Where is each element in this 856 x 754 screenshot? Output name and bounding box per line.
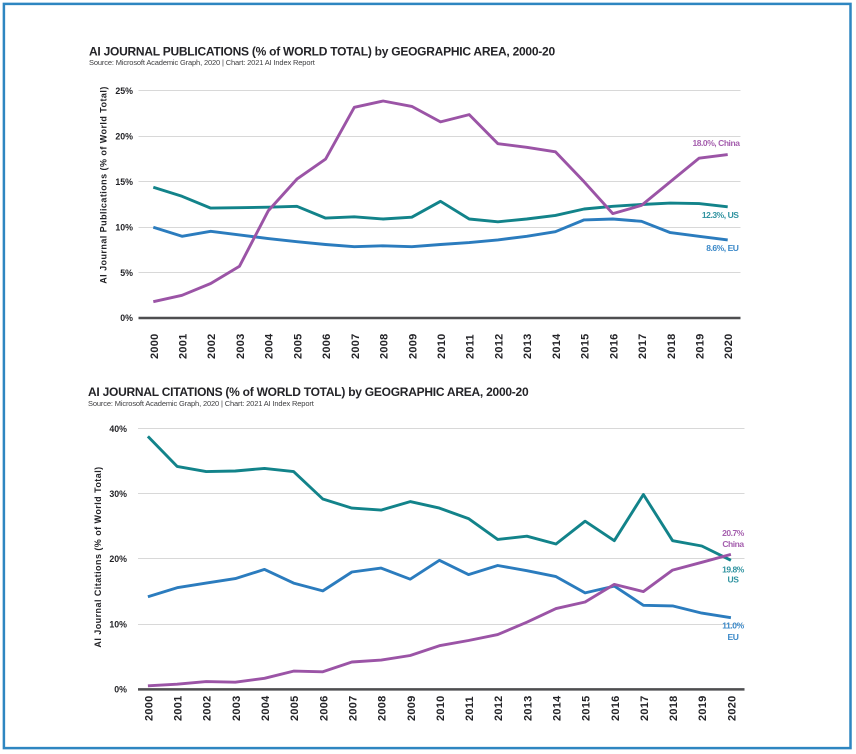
- svg-text:0%: 0%: [120, 313, 133, 323]
- svg-text:2018: 2018: [666, 334, 678, 359]
- svg-text:US: US: [728, 574, 740, 584]
- svg-text:2002: 2002: [206, 334, 218, 359]
- svg-text:12.3%, US: 12.3%, US: [702, 210, 739, 220]
- svg-text:2007: 2007: [347, 696, 359, 721]
- svg-text:2008: 2008: [379, 334, 391, 359]
- svg-text:2009: 2009: [407, 334, 419, 359]
- svg-text:2011: 2011: [465, 334, 477, 359]
- svg-text:2002: 2002: [202, 696, 214, 721]
- svg-text:10%: 10%: [115, 222, 133, 232]
- svg-text:2005: 2005: [292, 334, 304, 359]
- svg-text:2004: 2004: [264, 333, 276, 359]
- svg-text:2003: 2003: [235, 334, 247, 359]
- svg-text:2020: 2020: [723, 334, 735, 359]
- svg-text:2008: 2008: [377, 696, 389, 721]
- svg-text:2006: 2006: [321, 334, 333, 359]
- svg-text:2000: 2000: [149, 334, 161, 359]
- svg-text:2007: 2007: [350, 334, 362, 359]
- svg-text:2015: 2015: [581, 696, 593, 721]
- svg-text:30%: 30%: [109, 489, 127, 499]
- svg-text:2003: 2003: [231, 696, 243, 721]
- svg-text:2013: 2013: [522, 696, 534, 721]
- svg-text:0%: 0%: [114, 685, 127, 695]
- svg-text:8.6%, EU: 8.6%, EU: [706, 243, 739, 253]
- svg-text:11.0%: 11.0%: [722, 621, 744, 631]
- svg-text:Source: Microsoft Academic Gra: Source: Microsoft Academic Graph, 2020 |…: [89, 58, 316, 67]
- svg-text:2011: 2011: [464, 696, 476, 721]
- svg-text:2005: 2005: [289, 696, 301, 721]
- svg-text:2017: 2017: [637, 334, 649, 359]
- svg-text:2001: 2001: [178, 334, 190, 359]
- svg-text:19.8%: 19.8%: [722, 564, 745, 574]
- svg-text:2019: 2019: [695, 334, 707, 359]
- svg-text:China: China: [722, 539, 744, 549]
- svg-text:2010: 2010: [435, 696, 447, 721]
- svg-text:2004: 2004: [260, 695, 272, 721]
- svg-text:2006: 2006: [318, 696, 330, 721]
- svg-text:20.7%: 20.7%: [722, 528, 745, 538]
- svg-text:40%: 40%: [109, 424, 127, 434]
- svg-text:2015: 2015: [580, 334, 592, 359]
- svg-text:2020: 2020: [726, 696, 738, 721]
- svg-text:2017: 2017: [639, 696, 651, 721]
- svg-text:AI Journal Citations (% of Wor: AI Journal Citations (% of World Total): [93, 466, 103, 647]
- svg-text:Source: Microsoft Academic Gra: Source: Microsoft Academic Graph, 2020 |…: [88, 399, 315, 408]
- svg-text:2010: 2010: [436, 334, 448, 359]
- svg-text:2018: 2018: [668, 696, 680, 721]
- svg-text:20%: 20%: [115, 132, 133, 142]
- svg-text:5%: 5%: [120, 268, 133, 278]
- svg-text:EU: EU: [728, 632, 739, 642]
- svg-text:AI Journal Publications (% of: AI Journal Publications (% of World Tota…: [99, 86, 109, 284]
- svg-text:2000: 2000: [143, 696, 155, 721]
- svg-text:2013: 2013: [522, 334, 534, 359]
- svg-text:25%: 25%: [115, 86, 133, 96]
- svg-text:2009: 2009: [406, 696, 418, 721]
- svg-text:2012: 2012: [493, 696, 505, 721]
- svg-text:2019: 2019: [697, 696, 709, 721]
- svg-text:2014: 2014: [551, 333, 563, 359]
- svg-text:2016: 2016: [608, 334, 620, 359]
- svg-text:2014: 2014: [552, 695, 564, 721]
- svg-text:2001: 2001: [173, 696, 185, 721]
- svg-text:15%: 15%: [115, 177, 133, 187]
- svg-text:20%: 20%: [109, 554, 127, 564]
- svg-text:AI JOURNAL CITATIONS (% of WOR: AI JOURNAL CITATIONS (% of WORLD TOTAL) …: [88, 385, 529, 399]
- svg-text:2012: 2012: [493, 334, 505, 359]
- svg-text:10%: 10%: [109, 619, 127, 629]
- svg-text:2016: 2016: [610, 696, 622, 721]
- svg-text:18.0%, China: 18.0%, China: [692, 138, 740, 148]
- svg-text:AI JOURNAL PUBLICATIONS (% of: AI JOURNAL PUBLICATIONS (% of WORLD TOTA…: [89, 44, 555, 58]
